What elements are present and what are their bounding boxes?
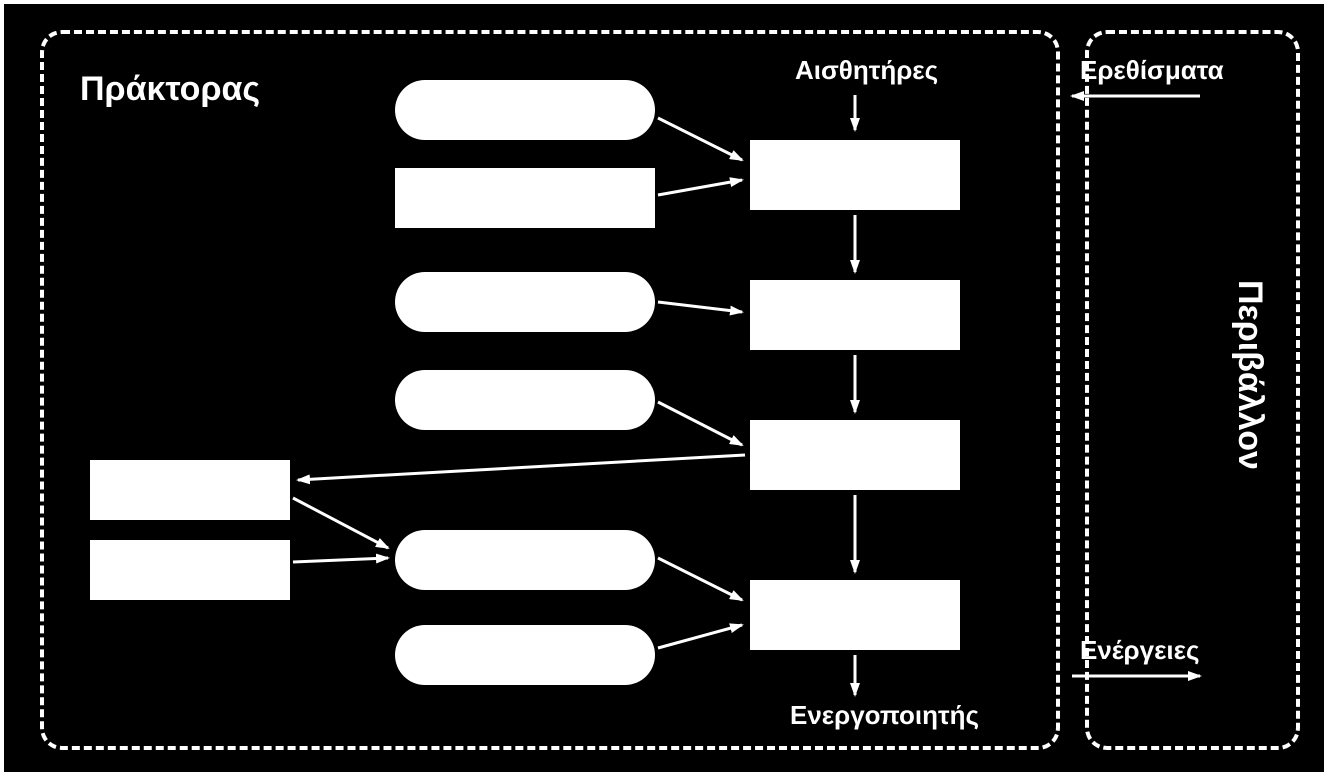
node-s2 [750, 280, 960, 350]
node-k2 [395, 168, 655, 228]
actions-label: Ενέργειες [1080, 635, 1200, 666]
node-k4 [395, 370, 655, 430]
node-l1 [90, 460, 290, 520]
sensors-label: Αισθητήρες [795, 55, 938, 86]
node-k3 [395, 272, 655, 332]
stimuli-label: Ερεθίσματα [1080, 55, 1224, 86]
node-k1 [395, 80, 655, 140]
node-k6 [395, 625, 655, 685]
node-s4 [750, 580, 960, 650]
node-k5 [395, 530, 655, 590]
node-l2 [90, 540, 290, 600]
node-s1 [750, 140, 960, 210]
environment-title-label: Περιβάλλον [1230, 280, 1269, 470]
node-s3 [750, 420, 960, 490]
agent-title-label: Πράκτορας [80, 70, 260, 109]
diagram-canvas: Πράκτορας Αισθητήρες Ερεθίσματα Ενέργειε… [0, 0, 1328, 776]
actuator-label: Ενεργοποιητής [790, 700, 979, 731]
